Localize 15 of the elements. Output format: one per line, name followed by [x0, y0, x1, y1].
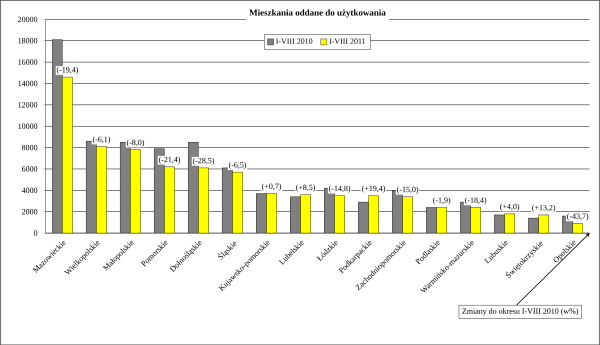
bar — [538, 214, 550, 233]
bar — [470, 207, 481, 233]
bar — [436, 207, 447, 233]
bar — [232, 172, 243, 233]
bar — [96, 146, 107, 233]
bar — [130, 149, 141, 233]
bar — [334, 195, 345, 233]
bar — [368, 195, 379, 233]
bar — [164, 166, 175, 233]
bar — [198, 168, 209, 233]
bar — [300, 194, 311, 233]
bar — [266, 193, 277, 233]
chart-title: Mieszkania oddane do użytkowania — [249, 9, 386, 18]
bar — [62, 76, 73, 233]
bar — [504, 213, 515, 233]
